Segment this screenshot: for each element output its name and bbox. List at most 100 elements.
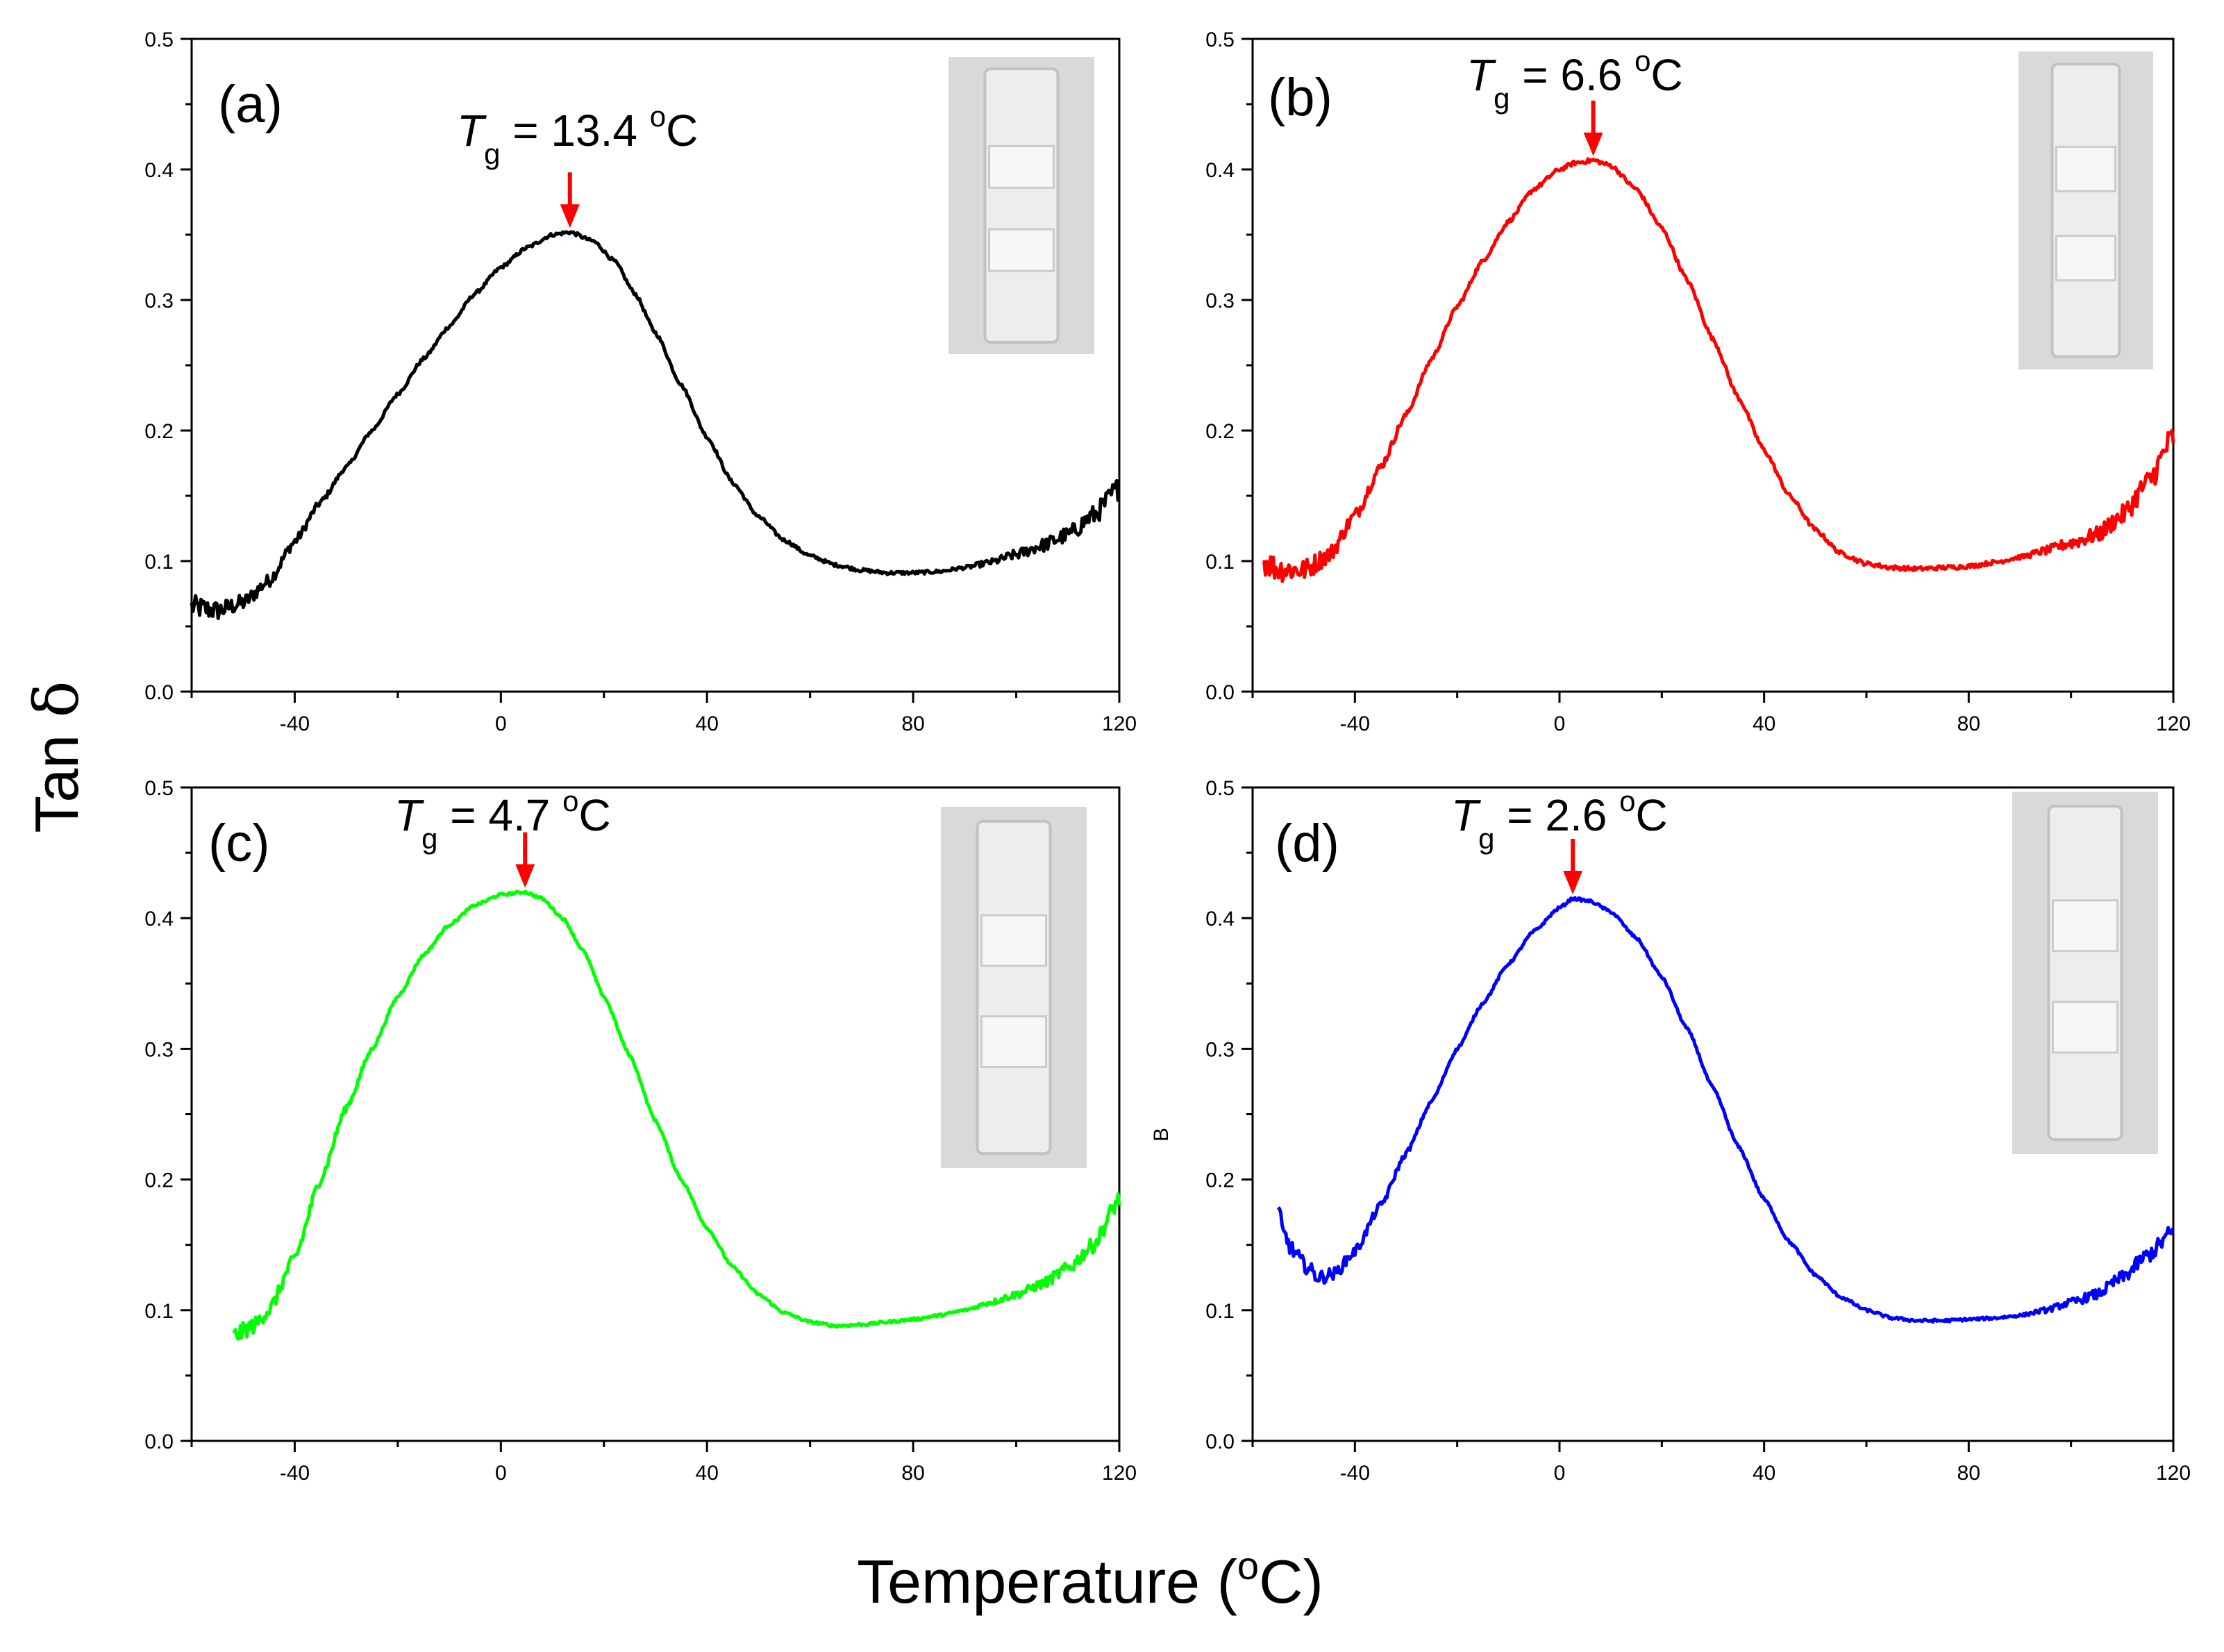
tg-unit: C	[666, 106, 698, 156]
x-tick-label: 40	[1753, 1462, 1775, 1485]
x-axis-label: Temperature (oC)	[857, 1544, 1323, 1616]
y-tick-label: 0.5	[1205, 777, 1235, 800]
y-tick-label: 0.3	[1205, 1038, 1235, 1061]
x-tick-label: -40	[280, 1462, 310, 1485]
tg-arrow-head	[515, 864, 535, 888]
specimen-band-lower	[980, 1015, 1047, 1068]
y-axis-label-main: Tan	[22, 717, 91, 833]
y-tick-label: 0.4	[144, 159, 174, 182]
series-line	[1276, 896, 2175, 1324]
tg-unit: C	[1651, 50, 1683, 100]
y-tick-label: 0.3	[1205, 290, 1235, 312]
x-tick-label: 120	[2156, 712, 2191, 735]
tg-subscript: g	[1478, 822, 1494, 855]
panel-d: 0.0 0.1 0.2 0.3 0.4 0.5 -40 0 40 80 120 (d) Tg = 2.6…	[1205, 777, 2191, 1485]
specimen-band-lower	[2055, 235, 2116, 282]
specimen-band-lower	[2052, 1001, 2118, 1054]
tg-value: = 13.4	[500, 106, 649, 156]
x-tick-label: 40	[1753, 712, 1775, 735]
tg-letter: T	[394, 790, 424, 840]
x-axis-label-main: Temperature (	[857, 1547, 1237, 1616]
y-tick-label: 0.2	[1205, 420, 1235, 443]
tg-subscript: g	[421, 822, 437, 855]
y-tick-label: 0.2	[144, 420, 174, 443]
specimen-photo	[2018, 51, 2153, 369]
y-tick-label: 0.4	[1205, 908, 1235, 931]
x-tick-label: 120	[1102, 1462, 1137, 1485]
specimen-bar	[2047, 804, 2123, 1142]
tg-subscript: g	[484, 137, 500, 170]
y-tick-label: 0.0	[144, 1430, 174, 1453]
y-tick-label: 0.0	[144, 681, 174, 704]
y-tick-label: 0.4	[1205, 159, 1235, 182]
tg-unit-sup: o	[650, 100, 666, 133]
tg-arrow	[1563, 838, 1583, 894]
x-tick-label: 40	[696, 712, 719, 735]
tg-annotation: Tg = 13.4 oC	[457, 100, 698, 170]
y-tick-label: 0.5	[1205, 28, 1235, 51]
x-tick-label: 0	[1554, 1462, 1566, 1485]
tg-arrow	[515, 832, 535, 888]
panel-b: 0.0 0.1 0.2 0.3 0.4 0.5 -40 0 40 80 120 (b) Tg = 6.6…	[1205, 28, 2191, 735]
x-axis-label-sup: o	[1237, 1544, 1259, 1587]
tg-unit: C	[1636, 790, 1668, 840]
tg-annotation: Tg = 2.6 oC	[1451, 785, 1668, 855]
x-tick-label: 80	[1957, 1462, 1980, 1485]
panel-a: 0.0 0.1 0.2 0.3 0.4 0.5 -40 0 40 80 120 (a) Tg = 13.…	[144, 28, 1137, 735]
panel-label: (b)	[1268, 68, 1332, 127]
tg-arrow	[560, 172, 580, 228]
specimen-photo	[948, 57, 1094, 354]
specimen-photo	[941, 807, 1087, 1168]
x-tick-label: 80	[1957, 712, 1980, 735]
x-tick-label: -40	[280, 712, 310, 735]
x-tick-label: 0	[495, 712, 507, 735]
panel-label: (d)	[1275, 814, 1339, 873]
specimen-bar	[2050, 62, 2121, 358]
specimen-photo	[2012, 792, 2158, 1154]
y-tick-label: 0.1	[144, 551, 174, 574]
tg-annotation: Tg = 4.7 oC	[394, 785, 611, 855]
tg-arrow-head	[560, 204, 580, 228]
y-tick-label: 0.4	[144, 908, 174, 931]
y-tick-label: 0.1	[1205, 551, 1235, 574]
tg-arrow-head	[1583, 132, 1603, 156]
x-tick-label: 0	[1554, 712, 1566, 735]
stray-axis-label: B	[1150, 1128, 1173, 1142]
specimen-band-upper	[988, 144, 1055, 189]
series-line	[1262, 157, 2175, 583]
panel-label: (c)	[208, 814, 270, 873]
tg-value: = 6.6	[1510, 50, 1634, 100]
y-tick-label: 0.1	[144, 1300, 174, 1323]
series-line	[232, 890, 1121, 1341]
x-tick-label: 0	[495, 1462, 507, 1485]
panel-label: (a)	[218, 75, 283, 134]
specimen-band-lower	[988, 228, 1055, 272]
x-axis-label-end: C)	[1259, 1547, 1323, 1616]
tg-annotation: Tg = 6.6 oC	[1466, 44, 1683, 115]
x-tick-label: -40	[1340, 1462, 1370, 1485]
y-tick-label: 0.1	[1205, 1300, 1235, 1323]
x-tick-label: 120	[1102, 712, 1137, 735]
tg-letter: T	[1451, 790, 1481, 840]
specimen-band-upper	[2055, 145, 2116, 193]
y-axis-label: Tan δ	[21, 681, 92, 833]
tg-subscript: g	[1494, 82, 1510, 115]
x-tick-label: 80	[901, 712, 924, 735]
tg-value: = 4.7	[437, 790, 562, 840]
y-tick-label: 0.2	[1205, 1169, 1235, 1192]
tg-unit-sup: o	[562, 785, 578, 817]
specimen-band-upper	[2052, 899, 2118, 953]
x-tick-label: 80	[901, 1462, 924, 1485]
tg-letter: T	[1466, 50, 1496, 100]
x-tick-label: 120	[2156, 1462, 2191, 1485]
y-axis-label-symbol: δ	[21, 681, 92, 717]
tg-unit-sup: o	[1634, 44, 1650, 77]
y-tick-label: 0.3	[144, 290, 174, 312]
specimen-bar	[983, 67, 1060, 344]
tg-letter: T	[457, 106, 487, 156]
series-line	[190, 230, 1120, 620]
x-tick-label: -40	[1340, 712, 1370, 735]
panel-c: 0.0 0.1 0.2 0.3 0.4 0.5 -40 0 40 80 120 (c) Tg = 4.7…	[144, 777, 1137, 1485]
tg-unit-sup: o	[1619, 785, 1635, 817]
